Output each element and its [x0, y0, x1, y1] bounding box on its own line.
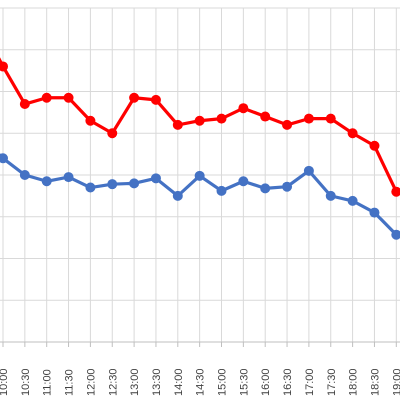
series-2-point [19, 170, 30, 180]
x-tick-label: 15:00 [217, 368, 229, 396]
series-2-point [325, 190, 336, 201]
x-tick-labels: 10:00 10:30 11:00 11:30 12:00 12:30 13:00 13:30… [0, 368, 400, 396]
series-1-point [391, 186, 400, 197]
series-2-point [194, 170, 205, 181]
series-2-point [238, 176, 249, 187]
series-1-point [129, 92, 140, 103]
x-tick-label: 11:30 [64, 369, 76, 396]
x-tick-label: 10:00 [0, 368, 10, 396]
series-2-point [172, 190, 183, 201]
series-2-point [129, 178, 140, 189]
series-2-point [260, 183, 271, 194]
series-1-point [303, 113, 314, 124]
series-2-point [216, 185, 227, 196]
x-tick-label: 11:00 [42, 369, 54, 396]
series-2-point [63, 172, 74, 183]
x-tick-label: 13:00 [129, 368, 141, 396]
series-2-point [41, 176, 52, 187]
series-1-point [63, 92, 74, 103]
series-2-point [303, 165, 314, 176]
axis-layer [0, 341, 400, 347]
x-tick-label: 14:00 [173, 368, 185, 396]
x-tick-label: 19:00 [391, 368, 400, 396]
series-2-point [85, 182, 96, 193]
series-1-point [107, 128, 118, 139]
series-1-point [260, 111, 271, 122]
x-tick-label: 18:00 [348, 368, 360, 396]
series-2-point [107, 179, 118, 190]
x-tick-label: 14:30 [195, 368, 207, 396]
series-layer [0, 57, 400, 240]
series-1-point [238, 103, 249, 114]
x-tick-label: 17:00 [304, 368, 316, 396]
x-tick-label: 16:30 [282, 368, 294, 396]
series-2-line [0, 153, 398, 237]
series-1-point [150, 94, 161, 105]
series-2 [0, 153, 400, 240]
x-tick-label: 10:30 [20, 368, 32, 396]
x-tick-label: 12:30 [107, 368, 119, 396]
series-2-point [282, 181, 293, 192]
series-1-point [369, 140, 380, 151]
series-1-point [85, 115, 96, 126]
series-2-point [150, 173, 161, 184]
series-2-point [369, 207, 380, 218]
series-1-point [19, 99, 30, 110]
x-tick-label: 13:30 [151, 368, 163, 396]
x-tick-label: 15:30 [238, 368, 250, 396]
series-1-point [172, 119, 183, 130]
x-tick-label: 12:00 [85, 368, 97, 396]
series-1-point [194, 115, 205, 126]
series-1-point [0, 61, 8, 72]
x-tick-label: 17:30 [326, 368, 338, 396]
series-1-point [41, 92, 52, 103]
series-1-point [216, 113, 227, 124]
x-tick-label: 18:30 [369, 368, 381, 396]
series-2-point [347, 195, 358, 206]
series-2-point [391, 229, 400, 240]
series-1 [0, 57, 400, 197]
series-1-point [325, 113, 336, 124]
x-tick-label: 16:00 [260, 368, 272, 396]
series-1-point [282, 119, 293, 130]
series-1-point [347, 128, 358, 139]
series-2-point [0, 153, 8, 164]
